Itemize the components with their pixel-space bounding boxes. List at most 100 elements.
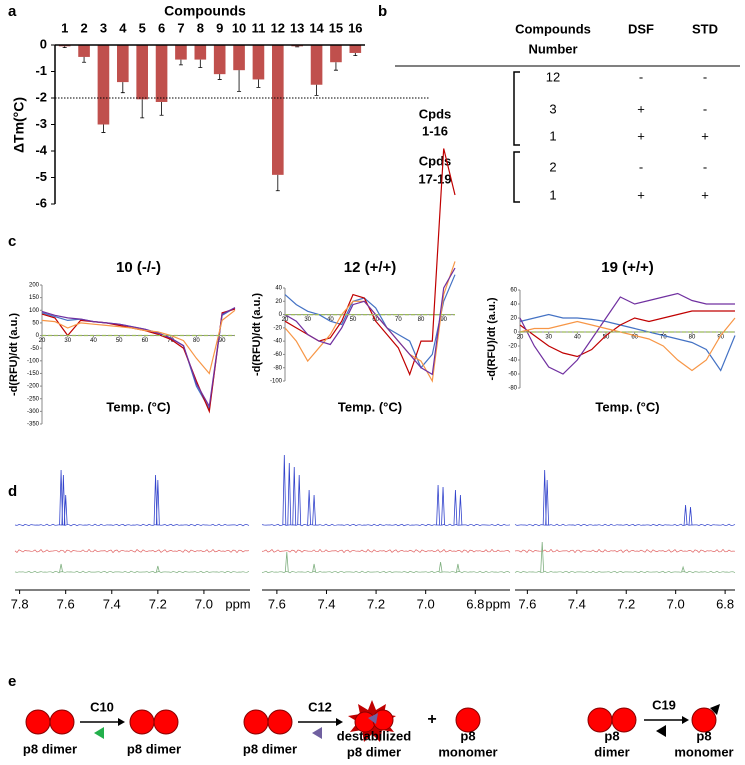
x-tick-label: 4 (119, 20, 127, 35)
ligand (94, 727, 104, 739)
protein (25, 709, 51, 735)
error-bar (217, 74, 222, 80)
header: Number (528, 41, 577, 56)
x-axis-label: Temp. (°C) (595, 399, 659, 414)
error-bar (256, 79, 261, 88)
arrow-head (682, 716, 689, 724)
y-tick-label: -20 (273, 325, 282, 331)
x-tick-label: 7.8 (11, 596, 29, 611)
chart-title: 10 (-/-) (116, 259, 161, 276)
cell: + (701, 128, 709, 143)
x-unit: ppm (485, 596, 510, 611)
species: p8 dimer (243, 741, 297, 756)
error-bar (178, 59, 183, 66)
chart-title: 19 (+/+) (601, 259, 654, 276)
line-series (41, 308, 236, 414)
peak (61, 474, 66, 526)
x-tick-label: 10 (232, 20, 246, 35)
y-tick-label: 0 (279, 312, 283, 318)
baseline (514, 570, 736, 574)
y-axis-label: -d(RFU)/dt (a.u.) (251, 293, 263, 376)
cell: 1 (549, 187, 556, 202)
baseline (261, 523, 511, 527)
bar (330, 45, 342, 63)
error-bar (62, 46, 67, 49)
bar (310, 45, 323, 85)
x-tick-label: 7.2 (367, 596, 385, 611)
cell: 3 (549, 101, 556, 116)
cell: + (637, 128, 645, 143)
x-tick-label: 50 (603, 335, 610, 341)
x-tick-label: 14 (309, 20, 324, 35)
y-tick-label: 20 (275, 299, 282, 305)
species: p8 dimer (127, 741, 181, 756)
y-tick-label: 150 (29, 295, 40, 301)
baseline (14, 548, 250, 554)
peak (542, 469, 547, 526)
y-tick-label: 50 (32, 320, 39, 326)
line-series (519, 313, 736, 372)
x-tick-label: 3 (100, 20, 107, 35)
y-tick-label: -20 (508, 344, 517, 350)
x-tick-label: 8 (197, 20, 204, 35)
x-tick-label: 40 (90, 338, 97, 344)
arrow-head (118, 718, 125, 726)
cell: 2 (549, 159, 556, 174)
x-tick-label: 6 (158, 20, 165, 35)
group-label: 1-16 (422, 123, 448, 138)
x-tick-label: 30 (545, 335, 552, 341)
chart-title: 12 (+/+) (344, 259, 397, 276)
x-tick-label: 12 (271, 20, 285, 35)
error-bar (237, 70, 242, 92)
peak (287, 462, 292, 526)
baseline (14, 570, 250, 574)
x-tick-label: 13 (290, 20, 304, 35)
x-tick-label: 50 (116, 338, 123, 344)
x-tick-label: 6.8 (716, 596, 734, 611)
bar (233, 45, 245, 71)
x-tick-label: 7 (177, 20, 184, 35)
plus: + (427, 711, 436, 728)
peak (155, 565, 160, 573)
species: p8 (604, 728, 619, 743)
error-bar (101, 124, 106, 133)
x-tick-label: 40 (574, 335, 581, 341)
baseline (14, 523, 250, 527)
species: p8 dimer (347, 744, 401, 759)
peak (284, 551, 289, 573)
peak (312, 563, 316, 573)
peak (683, 504, 688, 526)
error-bar (198, 59, 203, 68)
y-tick-label: -300 (27, 409, 40, 415)
baseline (261, 548, 511, 554)
y-tick-label: 40 (510, 302, 517, 308)
x-axis-label: Temp. (°C) (106, 399, 170, 414)
peak (297, 474, 302, 526)
y-tick-label: -5 (35, 169, 47, 184)
x-tick-label: 50 (350, 317, 357, 323)
panel-label: c (8, 233, 16, 250)
ligand (312, 727, 322, 739)
line-series (519, 310, 735, 358)
y-tick-label: -80 (273, 365, 282, 371)
species: p8 (460, 728, 475, 743)
panel-label: d (8, 483, 17, 500)
bar (272, 45, 284, 175)
protein (267, 709, 293, 735)
cell: + (637, 187, 645, 202)
bar (194, 45, 207, 60)
x-tick-label: 7.6 (518, 596, 536, 611)
y-tick-label: -50 (30, 346, 39, 352)
error-bar (295, 46, 300, 48)
peak (540, 541, 545, 573)
diagram: C10 p8 dimer p8 dimer p8 dimer C12 desta… (23, 697, 734, 759)
y-tick-label: -1 (35, 63, 47, 78)
y-tick-label: -250 (27, 396, 40, 402)
y-tick-label: -200 (27, 384, 40, 390)
x-tick-label: 90 (717, 335, 724, 341)
ligand (710, 704, 720, 715)
bar (175, 45, 187, 60)
cell: 12 (546, 69, 560, 84)
protein (243, 709, 269, 735)
